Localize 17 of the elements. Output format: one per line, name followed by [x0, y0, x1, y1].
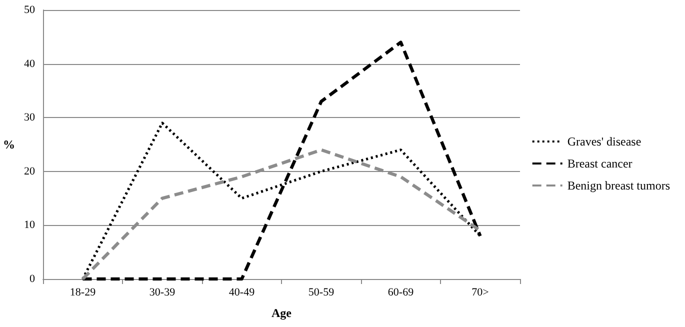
y-axis-title: % — [3, 138, 15, 152]
x-axis-title: Age — [272, 306, 292, 320]
x-tick-label: 30-39 — [149, 286, 176, 298]
x-tick-label: 70> — [472, 286, 489, 298]
legend-label: Benign breast tumors — [567, 178, 670, 192]
x-tick-label: 60-69 — [388, 286, 414, 298]
x-tick-label: 40-49 — [228, 286, 256, 298]
y-tick-label: 10 — [24, 219, 36, 232]
y-tick-label: 20 — [24, 165, 36, 178]
y-tick-label: 40 — [24, 58, 36, 70]
x-tick-label: 50-59 — [308, 286, 335, 298]
legend-label: Graves' disease — [567, 134, 642, 148]
y-tick-label: 30 — [24, 112, 36, 124]
y-tick-label: 50 — [24, 4, 36, 16]
x-tick-label: 18-29 — [70, 286, 96, 298]
y-tick-label: 0 — [30, 273, 36, 285]
legend-label: Breast cancer — [567, 156, 632, 170]
